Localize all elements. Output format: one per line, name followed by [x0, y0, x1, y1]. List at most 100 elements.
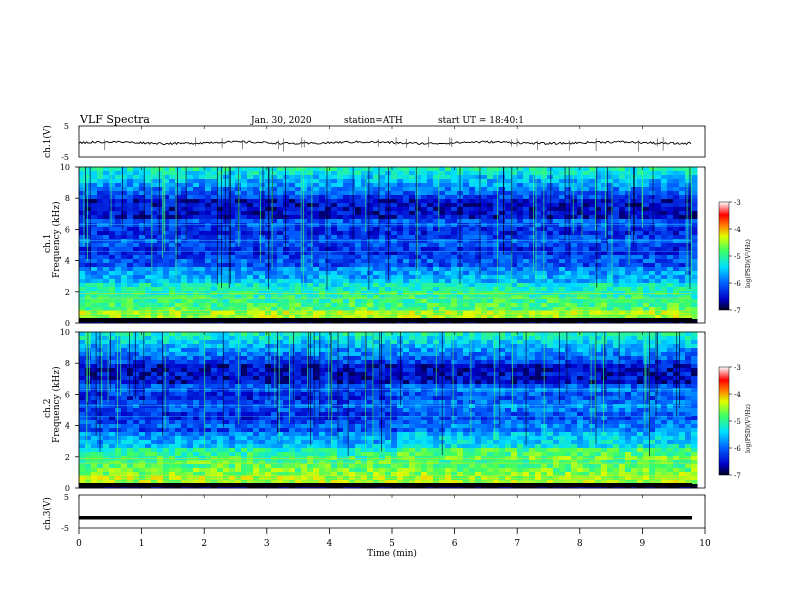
- spectrogram-cell: [673, 275, 680, 280]
- spectrogram-cell: [385, 311, 392, 316]
- spectrogram-cell: [145, 372, 152, 377]
- spectrogram-cell: [181, 211, 188, 216]
- spectrogram-cell: [559, 191, 566, 196]
- spectrogram-cell: [187, 179, 194, 184]
- spectrogram-cell: [301, 187, 308, 192]
- spectrogram-cell: [145, 267, 152, 272]
- spectrogram-cell: [223, 287, 230, 292]
- spectrogram-cell: [277, 255, 284, 260]
- spectrogram-cell: [427, 263, 434, 268]
- spectrogram-cell: [577, 263, 584, 268]
- spectrogram-cell: [421, 227, 428, 232]
- spectrogram-cell: [163, 412, 170, 417]
- spectrogram-cell: [205, 267, 212, 272]
- spectrogram-cell: [355, 247, 362, 252]
- spectrogram-cell: [631, 315, 638, 320]
- spectrogram-cell: [427, 175, 434, 180]
- spectrogram-cell: [193, 388, 200, 393]
- spectrogram-cell: [169, 356, 176, 361]
- spectrogram-cell: [649, 167, 656, 172]
- spectrogram-cell: [121, 472, 128, 477]
- spectrogram-cell: [379, 215, 386, 220]
- spectrogram-cell: [91, 424, 98, 429]
- spectrogram-cell: [439, 215, 446, 220]
- spectrogram-cell: [127, 420, 134, 425]
- spectrogram-cell: [415, 255, 422, 260]
- spectrogram-cell: [523, 243, 530, 248]
- spectrogram-cell: [139, 183, 146, 188]
- spectrogram-cell: [211, 207, 218, 212]
- spectrogram-cell: [619, 251, 626, 256]
- spectrogram-cell: [433, 207, 440, 212]
- spectrogram-cell: [469, 303, 476, 308]
- spectrogram-cell: [487, 271, 494, 276]
- spectrogram-cell: [115, 368, 122, 373]
- spectrogram-cell: [199, 476, 206, 481]
- spectrogram-cell: [607, 179, 614, 184]
- spectrogram-cell: [337, 207, 344, 212]
- spectrogram-cell: [163, 360, 170, 365]
- spectrogram-cell: [499, 247, 506, 252]
- spectrogram-cell: [445, 243, 452, 248]
- spectrogram-cell: [391, 191, 398, 196]
- spectrogram-cell: [127, 239, 134, 244]
- spectrogram-cell: [673, 215, 680, 220]
- spectrogram-cell: [325, 283, 332, 288]
- spectrogram-cell: [595, 283, 602, 288]
- spectrogram-cell: [343, 247, 350, 252]
- spectrogram-cell: [607, 235, 614, 240]
- spectrogram-cell: [565, 219, 572, 224]
- spectrogram-cell: [427, 303, 434, 308]
- spectrogram-cell: [175, 432, 182, 437]
- spectrogram-cell: [409, 303, 416, 308]
- spectrogram-cell: [301, 239, 308, 244]
- spectrogram-cell: [79, 432, 86, 437]
- spectrogram-cell: [109, 227, 116, 232]
- spectrogram-cell: [139, 464, 146, 469]
- spectrogram-cell: [175, 311, 182, 316]
- spectrogram-cell: [337, 183, 344, 188]
- spectrogram-cell: [133, 199, 140, 204]
- spectrogram-cell: [505, 227, 512, 232]
- spectrogram-cell: [535, 227, 542, 232]
- spectrogram-cell: [475, 215, 482, 220]
- spectrogram-cell: [673, 263, 680, 268]
- spectrogram-cell: [175, 171, 182, 176]
- spectrogram-cell: [589, 283, 596, 288]
- spectrogram-cell: [403, 211, 410, 216]
- spectrogram-cell: [619, 263, 626, 268]
- spectrogram-cell: [493, 279, 500, 284]
- spectrogram-cell: [343, 251, 350, 256]
- spectrogram-cell: [535, 299, 542, 304]
- spectrogram-cell: [337, 267, 344, 272]
- spectrogram-cell: [223, 227, 230, 232]
- spectrogram-cell: [133, 203, 140, 208]
- spectrogram-cell: [163, 476, 170, 481]
- spectrogram-cell: [145, 195, 152, 200]
- spectrogram-cell: [91, 460, 98, 465]
- spectrogram-cell: [121, 392, 128, 397]
- spectrogram-cell: [139, 392, 146, 397]
- spectrogram-cell: [565, 239, 572, 244]
- spectrogram-cell: [409, 199, 416, 204]
- spectrogram-cell: [109, 295, 116, 300]
- spectrogram-cell: [433, 195, 440, 200]
- spectrogram-cell: [169, 195, 176, 200]
- spectrogram-cell: [79, 195, 86, 200]
- spectrogram-cell: [379, 247, 386, 252]
- spectrogram-cell: [673, 299, 680, 304]
- spectrogram-cell: [157, 263, 164, 268]
- spectrogram-cell: [175, 360, 182, 365]
- spectrogram-cell: [295, 251, 302, 256]
- spectrogram-cell: [211, 476, 218, 481]
- spectrogram-cell: [181, 259, 188, 264]
- spectrogram-cell: [91, 251, 98, 256]
- spectrogram-cell: [361, 295, 368, 300]
- spectrogram-cell: [379, 255, 386, 260]
- spectrogram-cell: [133, 235, 140, 240]
- spectrogram-cell: [121, 303, 128, 308]
- spectrogram-cell: [103, 191, 110, 196]
- spectrogram-cell: [103, 368, 110, 373]
- spectrogram-cell: [139, 207, 146, 212]
- spectrogram-cell: [571, 183, 578, 188]
